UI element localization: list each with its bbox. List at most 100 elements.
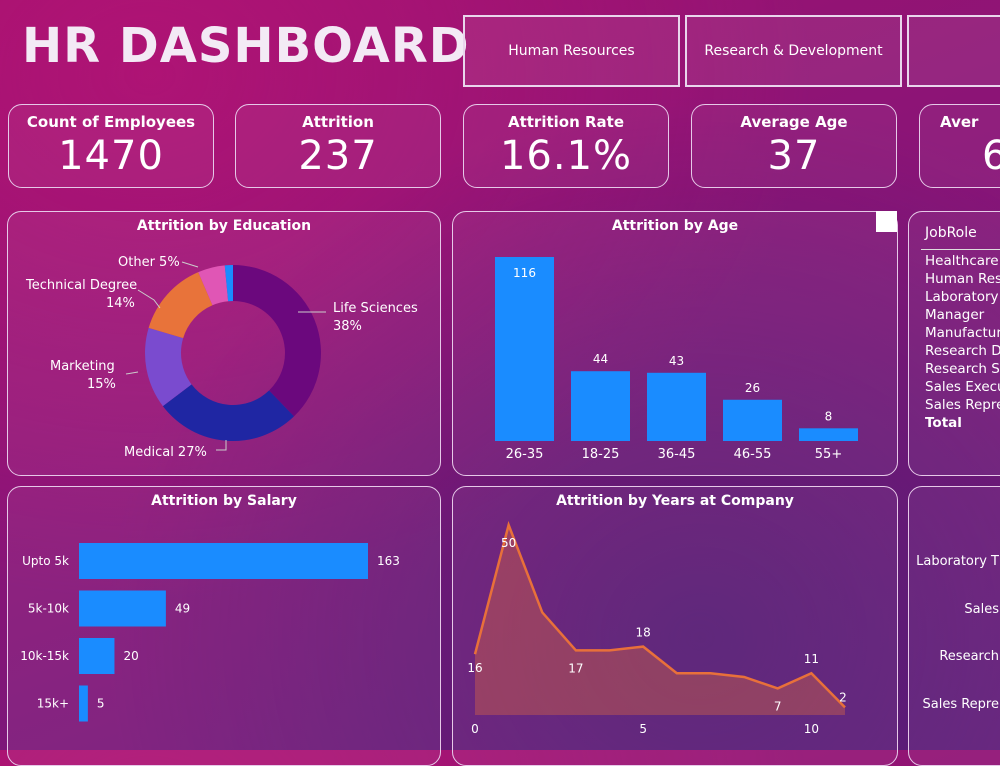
jobrole-item[interactable]: Manufacturi [925,325,1000,341]
axis-label: Sales [964,602,999,617]
x-tick-label: 10 [804,722,819,736]
leader-line [125,371,139,375]
years-area-chart: 16 50 17 18 7 11 2 0 5 10 [467,520,847,736]
slicer-partial[interactable] [907,15,1000,87]
card-attrition-years: Attrition by Years at Company 16 50 17 18 7 1… [452,486,898,766]
donut-label: Marketing [50,359,115,374]
jobrole-total: Total [925,415,962,431]
jobrole-list: Healthcare R Human Reso Laboratory T Man… [925,252,1000,432]
salary-bar[interactable] [79,638,115,674]
age-bar[interactable] [723,399,782,441]
donut-slice[interactable] [198,265,229,306]
donut-slice[interactable] [233,265,321,417]
kpi-value: 237 [298,133,378,179]
chart-title: Attrition by Age [611,218,739,234]
bar-data-label: 49 [175,602,190,616]
salary-bar-chart: 163 Upto 5k 49 5k-10k 20 10k-15k 5 15k+ [20,543,400,722]
slicer-human-resources[interactable]: Human Resources [463,15,680,87]
kpi-label: Attrition [302,113,374,131]
y-tick-label: 15k+ [37,697,69,711]
leader-line [137,289,161,309]
donut-chart: Life Sciences 38% Medical 27% Marketing … [25,255,418,460]
jobrole-item[interactable]: Manager [925,307,985,323]
chart-title: Attrition by Salary [151,493,297,509]
age-bar[interactable] [571,371,630,441]
x-tick-label: 0 [471,722,479,736]
line-data-label: 7 [774,699,782,713]
kpi-label: Average Age [740,113,848,131]
bar-data-label: 44 [593,352,608,366]
card-right-bottom: Laboratory T Sales Research Sales Repre [908,486,1000,766]
kpi-value: 16.1% [499,133,633,179]
kpi-count-employees: Count of Employees 1470 [8,104,214,188]
jobrole-item[interactable]: Healthcare R [925,253,1000,269]
line-data-label: 50 [501,536,516,550]
donut-label: Technical Degree [25,278,137,293]
donut-slice[interactable] [162,384,294,441]
donut-label: 14% [106,296,135,311]
axis-label: Laboratory T [916,554,999,569]
donut-slice[interactable] [145,327,192,407]
kpi-label: Count of Employees [26,113,196,131]
kpi-value: 1470 [58,133,164,179]
bar-data-label: 43 [669,354,684,368]
donut-slices [145,265,321,441]
kpi-average-age: Average Age 37 [691,104,897,188]
x-tick-label: 46-55 [734,447,772,462]
axis-label: Sales Repre [922,697,1000,712]
card-attrition-education: Attrition by Education Life Sciences 38%… [7,211,441,476]
card-attrition-salary: Attrition by Salary 163 Upto 5k 49 5k-10k 20… [7,486,441,766]
age-bar-chart: 116 26-35 44 18-25 43 36-45 26 46-55 8 55+ [495,257,858,462]
jobrole-item[interactable]: Human Reso [925,271,1000,287]
slicer-research-development[interactable]: Research & Development [685,15,902,87]
x-tick-label: 26-35 [506,447,544,462]
jobrole-item[interactable]: Sales Repres [925,397,1000,413]
y-tick-label: Upto 5k [22,554,69,568]
jobrole-item[interactable]: Laboratory T [925,289,1000,305]
kpi-attrition: Attrition 237 [235,104,441,188]
leader-line [216,440,227,451]
jobrole-item[interactable]: Sales Execut [925,379,1000,395]
bar-data-label: 116 [513,266,536,280]
bar-data-label: 163 [377,554,400,568]
focus-mode-icon[interactable] [876,211,897,232]
kpi-label: Aver [940,113,979,131]
jobrole-item[interactable]: Research Dir [925,343,1000,359]
age-bar[interactable] [799,428,858,441]
card-attrition-age: Attrition by Age 116 26-35 44 18-25 43 36-45 2… [452,211,898,476]
line-data-label: 16 [467,661,482,675]
dashboard-title: HR DASHBOARD [22,18,470,74]
salary-bar[interactable] [79,685,88,722]
kpi-value: 6 [982,133,1000,179]
chart-title: Attrition by Years at Company [556,493,794,509]
line-data-label: 18 [636,626,651,640]
donut-slice[interactable] [148,272,213,339]
donut-slice[interactable] [224,265,233,302]
bar-data-label: 26 [745,381,760,395]
kpi-label: Attrition Rate [507,113,625,131]
line-data-label: 17 [568,661,583,675]
age-bar[interactable] [495,257,554,441]
area-line[interactable] [473,520,846,709]
donut-label: 15% [87,377,116,392]
donut-label: Other 5% [118,255,180,270]
bar-data-label: 5 [97,697,105,711]
donut-label: Medical 27% [124,445,207,460]
x-tick-label: 36-45 [658,447,696,462]
leader-line [181,261,199,268]
line-data-label: 2 [839,690,847,704]
salary-bar[interactable] [79,543,368,579]
area-fill [475,525,845,715]
donut-label: Life Sciences [333,301,418,316]
bar-data-label: 20 [123,649,138,663]
age-bar[interactable] [647,372,706,441]
jobrole-item[interactable]: Research Sc [925,361,1000,377]
chart-title: Attrition by Education [136,218,312,234]
kpi-value: 37 [767,133,821,179]
donut-label: 38% [333,319,362,334]
line-data-label: 11 [804,652,819,666]
y-tick-label: 5k-10k [28,602,69,616]
bar-data-label: 8 [825,409,833,423]
salary-bar[interactable] [79,590,166,627]
x-tick-label: 5 [639,722,647,736]
